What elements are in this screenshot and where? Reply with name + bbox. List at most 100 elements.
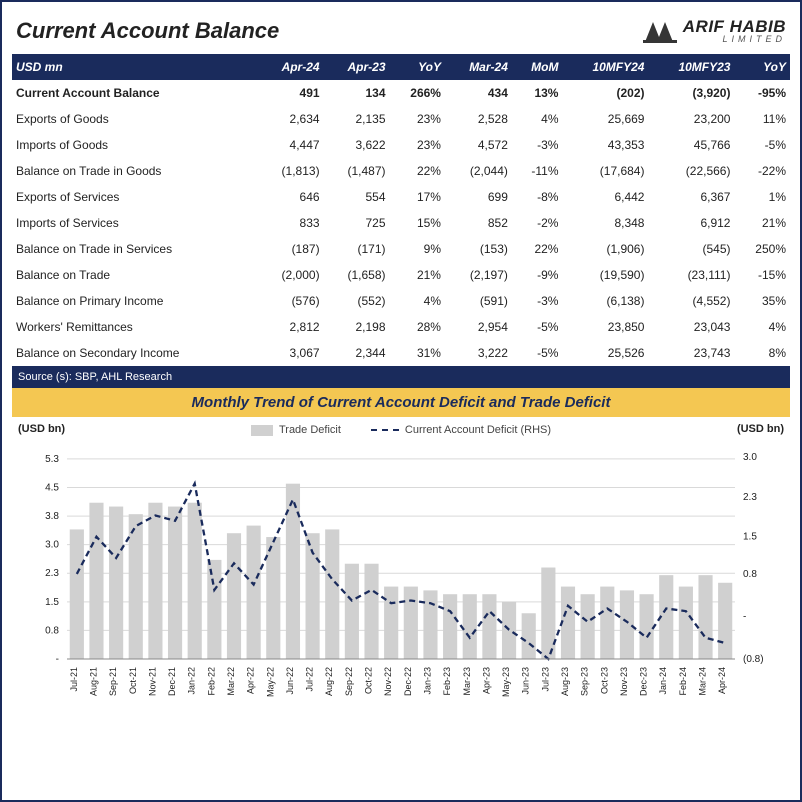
- table-cell: 646: [258, 184, 324, 210]
- table-cell: 15%: [390, 210, 445, 236]
- table-cell: -8%: [512, 184, 563, 210]
- svg-text:Apr-23: Apr-23: [481, 667, 491, 694]
- table-row: Balance on Trade(2,000)(1,658)21%(2,197)…: [12, 262, 790, 288]
- legend-line-swatch: [371, 429, 399, 431]
- table-cell: 4%: [512, 106, 563, 132]
- table-cell: (187): [258, 236, 324, 262]
- table-cell: (4,552): [648, 288, 734, 314]
- svg-text:Mar-22: Mar-22: [226, 667, 236, 696]
- legend-bar-swatch: [251, 425, 273, 436]
- table-row: Current Account Balance491134266%43413%(…: [12, 80, 790, 106]
- svg-text:1.5: 1.5: [743, 532, 757, 543]
- table-cell: -3%: [512, 132, 563, 158]
- table-cell: (171): [324, 236, 390, 262]
- table-cell: (545): [648, 236, 734, 262]
- table-cell: (1,813): [258, 158, 324, 184]
- table-cell: Workers' Remittances: [12, 314, 258, 340]
- col-header: Apr-24: [258, 54, 324, 80]
- svg-text:Sep-21: Sep-21: [108, 667, 118, 696]
- table-cell: 22%: [512, 236, 563, 262]
- svg-text:Apr-22: Apr-22: [246, 667, 256, 694]
- table-cell: 31%: [390, 340, 445, 366]
- table-cell: 23,743: [648, 340, 734, 366]
- table-cell: 25,669: [562, 106, 648, 132]
- legend-line: Current Account Deficit (RHS): [371, 424, 551, 436]
- table-cell: 434: [445, 80, 512, 106]
- table-cell: (6,138): [562, 288, 648, 314]
- svg-text:Jan-23: Jan-23: [422, 667, 432, 695]
- svg-text:0.8: 0.8: [45, 625, 59, 636]
- svg-text:Jun-22: Jun-22: [285, 667, 295, 695]
- table-cell: 25,526: [562, 340, 648, 366]
- col-header: Apr-23: [324, 54, 390, 80]
- table-cell: (2,044): [445, 158, 512, 184]
- table-cell: 2,135: [324, 106, 390, 132]
- svg-text:2.3: 2.3: [45, 568, 59, 579]
- svg-text:May-22: May-22: [265, 667, 275, 697]
- svg-text:Oct-23: Oct-23: [599, 667, 609, 694]
- logo: ARIF HABIB LIMITED: [643, 18, 786, 44]
- legend-line-label: Current Account Deficit (RHS): [405, 424, 551, 436]
- svg-text:Feb-24: Feb-24: [678, 667, 688, 696]
- table-cell: 250%: [734, 236, 790, 262]
- table-cell: 21%: [390, 262, 445, 288]
- logo-icon: [643, 18, 677, 44]
- table-cell: 2,528: [445, 106, 512, 132]
- svg-text:Jul-22: Jul-22: [305, 667, 315, 692]
- svg-text:Jul-21: Jul-21: [69, 667, 79, 692]
- table-cell: -95%: [734, 80, 790, 106]
- table-cell: 23%: [390, 106, 445, 132]
- table-cell: 4,447: [258, 132, 324, 158]
- table-cell: -22%: [734, 158, 790, 184]
- table-cell: Balance on Secondary Income: [12, 340, 258, 366]
- table-cell: 2,812: [258, 314, 324, 340]
- table-cell: 699: [445, 184, 512, 210]
- source-note: Source (s): SBP, AHL Research: [12, 366, 790, 388]
- col-header: Mar-24: [445, 54, 512, 80]
- svg-text:Apr-24: Apr-24: [717, 667, 727, 694]
- logo-name: ARIF HABIB: [683, 18, 786, 35]
- table-cell: 43,353: [562, 132, 648, 158]
- table-row: Imports of Services83372515%852-2%8,3486…: [12, 210, 790, 236]
- table-row: Balance on Secondary Income3,0672,34431%…: [12, 340, 790, 366]
- svg-text:-: -: [56, 654, 59, 665]
- logo-sub: LIMITED: [722, 35, 786, 44]
- svg-text:Nov-23: Nov-23: [619, 667, 629, 696]
- svg-text:Mar-24: Mar-24: [698, 667, 708, 696]
- col-header: YoY: [734, 54, 790, 80]
- svg-text:0.8: 0.8: [743, 569, 757, 580]
- svg-text:Jan-24: Jan-24: [658, 667, 668, 695]
- svg-text:Jan-22: Jan-22: [187, 667, 197, 695]
- table-cell: (591): [445, 288, 512, 314]
- table-cell: (1,487): [324, 158, 390, 184]
- page-title: Current Account Balance: [16, 18, 279, 44]
- table-cell: 8%: [734, 340, 790, 366]
- col-header: MoM: [512, 54, 563, 80]
- table-cell: 833: [258, 210, 324, 236]
- table-cell: -9%: [512, 262, 563, 288]
- table-cell: 2,954: [445, 314, 512, 340]
- table-cell: Imports of Goods: [12, 132, 258, 158]
- col-header: USD mn: [12, 54, 258, 80]
- table-cell: Balance on Primary Income: [12, 288, 258, 314]
- svg-text:(0.8): (0.8): [743, 654, 764, 665]
- table-cell: 1%: [734, 184, 790, 210]
- table-row: Exports of Services64655417%699-8%6,4426…: [12, 184, 790, 210]
- chart-container: Trade Deficit Current Account Deficit (R…: [12, 421, 790, 724]
- svg-text:-: -: [743, 611, 746, 622]
- legend-bar-label: Trade Deficit: [279, 424, 341, 436]
- table-cell: 6,442: [562, 184, 648, 210]
- table-cell: 2,344: [324, 340, 390, 366]
- col-header: 10MFY24: [562, 54, 648, 80]
- table-row: Balance on Trade in Services(187)(171)9%…: [12, 236, 790, 262]
- table-cell: -5%: [512, 314, 563, 340]
- svg-text:Aug-22: Aug-22: [324, 667, 334, 696]
- table-cell: -15%: [734, 262, 790, 288]
- table-cell: 23,043: [648, 314, 734, 340]
- axis-right-label: (USD bn): [737, 423, 784, 435]
- svg-text:2.3: 2.3: [743, 492, 757, 503]
- table-cell: (576): [258, 288, 324, 314]
- svg-text:Nov-22: Nov-22: [383, 667, 393, 696]
- table-cell: (552): [324, 288, 390, 314]
- table-cell: -5%: [512, 340, 563, 366]
